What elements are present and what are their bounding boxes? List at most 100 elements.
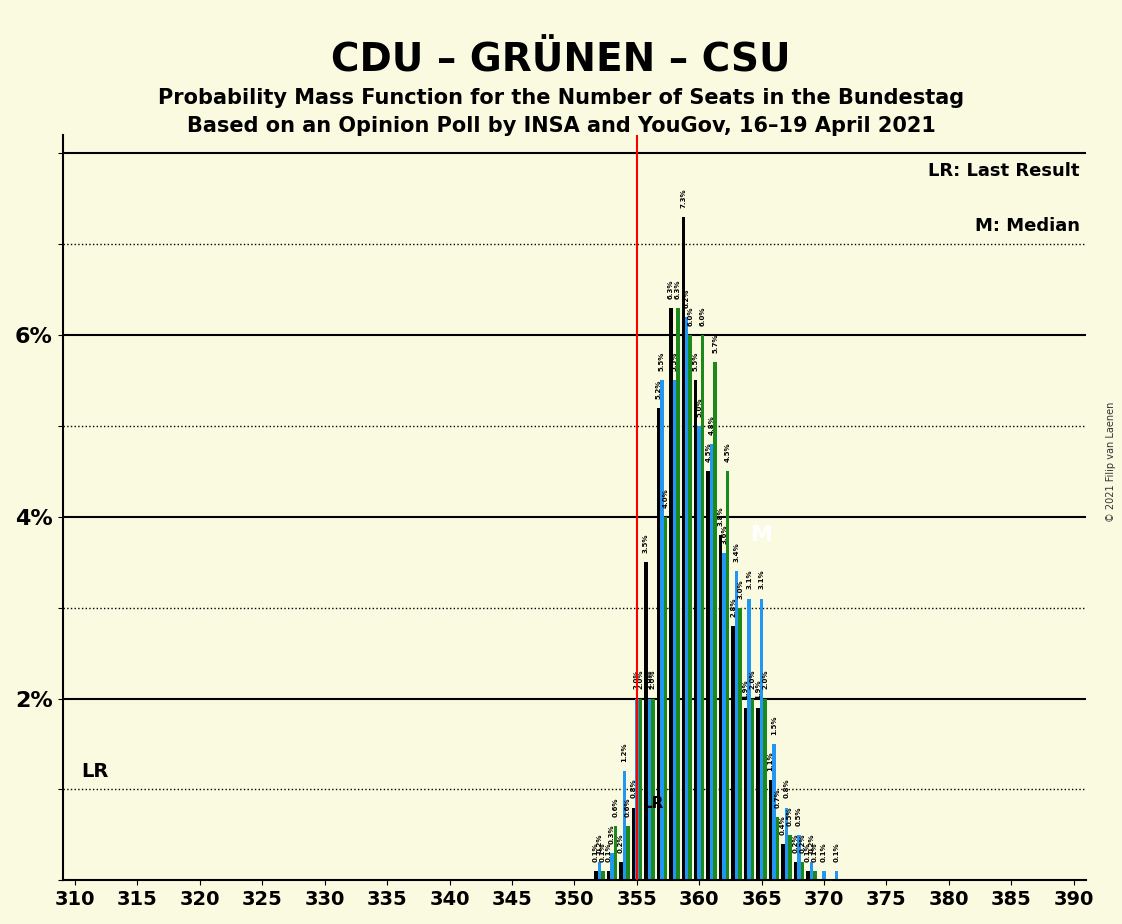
Text: 2.0%: 2.0%: [762, 670, 769, 689]
Text: CDU – GRÜNEN – CSU: CDU – GRÜNEN – CSU: [331, 42, 791, 79]
Text: 0.3%: 0.3%: [609, 824, 615, 844]
Text: 0.1%: 0.1%: [592, 843, 599, 862]
Text: 5.2%: 5.2%: [655, 379, 661, 398]
Bar: [738, 608, 742, 881]
Bar: [707, 471, 710, 881]
Bar: [735, 571, 738, 881]
Bar: [744, 708, 747, 881]
Bar: [647, 699, 651, 881]
Text: 2.0%: 2.0%: [646, 670, 652, 689]
Text: 6.0%: 6.0%: [688, 307, 693, 326]
Bar: [807, 871, 810, 881]
Text: 1.9%: 1.9%: [755, 679, 761, 699]
Text: 6.2%: 6.2%: [683, 288, 690, 308]
Text: 2.0%: 2.0%: [650, 670, 655, 689]
Text: LR: Last Result: LR: Last Result: [929, 163, 1080, 180]
Bar: [689, 335, 692, 881]
Bar: [626, 826, 629, 881]
Bar: [669, 308, 672, 881]
Bar: [607, 871, 610, 881]
Bar: [723, 553, 726, 881]
Bar: [781, 844, 785, 881]
Text: 0.1%: 0.1%: [834, 843, 839, 862]
Text: 4.8%: 4.8%: [709, 415, 715, 435]
Text: 0.6%: 0.6%: [625, 797, 631, 817]
Bar: [672, 381, 677, 881]
Bar: [776, 817, 780, 881]
Bar: [813, 871, 817, 881]
Text: LR: LR: [81, 761, 109, 781]
Bar: [677, 308, 680, 881]
Bar: [732, 626, 735, 881]
Text: 3.1%: 3.1%: [758, 570, 764, 590]
Text: 1.5%: 1.5%: [771, 715, 778, 735]
Bar: [656, 407, 660, 881]
Bar: [760, 599, 763, 881]
Bar: [719, 535, 723, 881]
Text: 0.5%: 0.5%: [797, 807, 802, 826]
Text: 0.5%: 0.5%: [788, 807, 793, 826]
Text: 3.5%: 3.5%: [643, 534, 649, 553]
Text: M: M: [751, 525, 773, 545]
Text: 6.3%: 6.3%: [674, 279, 681, 298]
Bar: [835, 871, 838, 881]
Bar: [772, 744, 776, 881]
Bar: [619, 862, 623, 881]
Text: 5.5%: 5.5%: [692, 352, 699, 371]
Bar: [747, 599, 751, 881]
Text: 2.0%: 2.0%: [634, 670, 640, 689]
Text: 1.1%: 1.1%: [767, 751, 774, 772]
Bar: [686, 317, 689, 881]
Bar: [822, 871, 826, 881]
Text: 0.1%: 0.1%: [812, 843, 818, 862]
Text: 0.1%: 0.1%: [606, 843, 611, 862]
Text: 0.8%: 0.8%: [783, 779, 790, 798]
Bar: [794, 862, 798, 881]
Text: 0.2%: 0.2%: [792, 833, 799, 853]
Text: 6.3%: 6.3%: [668, 279, 674, 298]
Bar: [601, 871, 605, 881]
Bar: [660, 381, 663, 881]
Text: M: Median: M: Median: [975, 217, 1080, 235]
Text: 3.1%: 3.1%: [746, 570, 752, 590]
Text: 0.2%: 0.2%: [809, 833, 815, 853]
Bar: [681, 217, 686, 881]
Text: 2.0%: 2.0%: [637, 670, 643, 689]
Text: Probability Mass Function for the Number of Seats in the Bundestag: Probability Mass Function for the Number…: [158, 88, 964, 108]
Bar: [663, 517, 666, 881]
Text: 2.0%: 2.0%: [749, 670, 755, 689]
Bar: [614, 826, 617, 881]
Bar: [610, 853, 614, 881]
Text: 3.0%: 3.0%: [737, 579, 743, 599]
Bar: [695, 381, 698, 881]
Bar: [595, 871, 598, 881]
Bar: [801, 862, 804, 881]
Text: 0.6%: 0.6%: [613, 797, 618, 817]
Text: 4.5%: 4.5%: [725, 443, 730, 462]
Text: 3.4%: 3.4%: [734, 542, 739, 562]
Text: 1.2%: 1.2%: [622, 743, 627, 762]
Text: 5.5%: 5.5%: [671, 352, 678, 371]
Bar: [598, 862, 601, 881]
Text: LR: LR: [643, 796, 664, 810]
Text: 6.0%: 6.0%: [700, 307, 706, 326]
Bar: [710, 444, 714, 881]
Text: 2.8%: 2.8%: [730, 597, 736, 616]
Text: 7.3%: 7.3%: [680, 188, 687, 208]
Text: 5.0%: 5.0%: [697, 397, 702, 417]
Text: 0.1%: 0.1%: [806, 843, 811, 862]
Bar: [789, 835, 792, 881]
Text: 0.2%: 0.2%: [597, 833, 603, 853]
Text: © 2021 Filip van Laenen: © 2021 Filip van Laenen: [1106, 402, 1116, 522]
Text: 4.0%: 4.0%: [662, 488, 669, 507]
Bar: [632, 808, 635, 881]
Text: 5.7%: 5.7%: [712, 334, 718, 353]
Text: 0.2%: 0.2%: [800, 833, 806, 853]
Bar: [756, 708, 760, 881]
Bar: [763, 699, 766, 881]
Bar: [644, 562, 647, 881]
Bar: [623, 772, 626, 881]
Bar: [769, 780, 772, 881]
Text: 0.2%: 0.2%: [618, 833, 624, 853]
Text: 0.1%: 0.1%: [600, 843, 606, 862]
